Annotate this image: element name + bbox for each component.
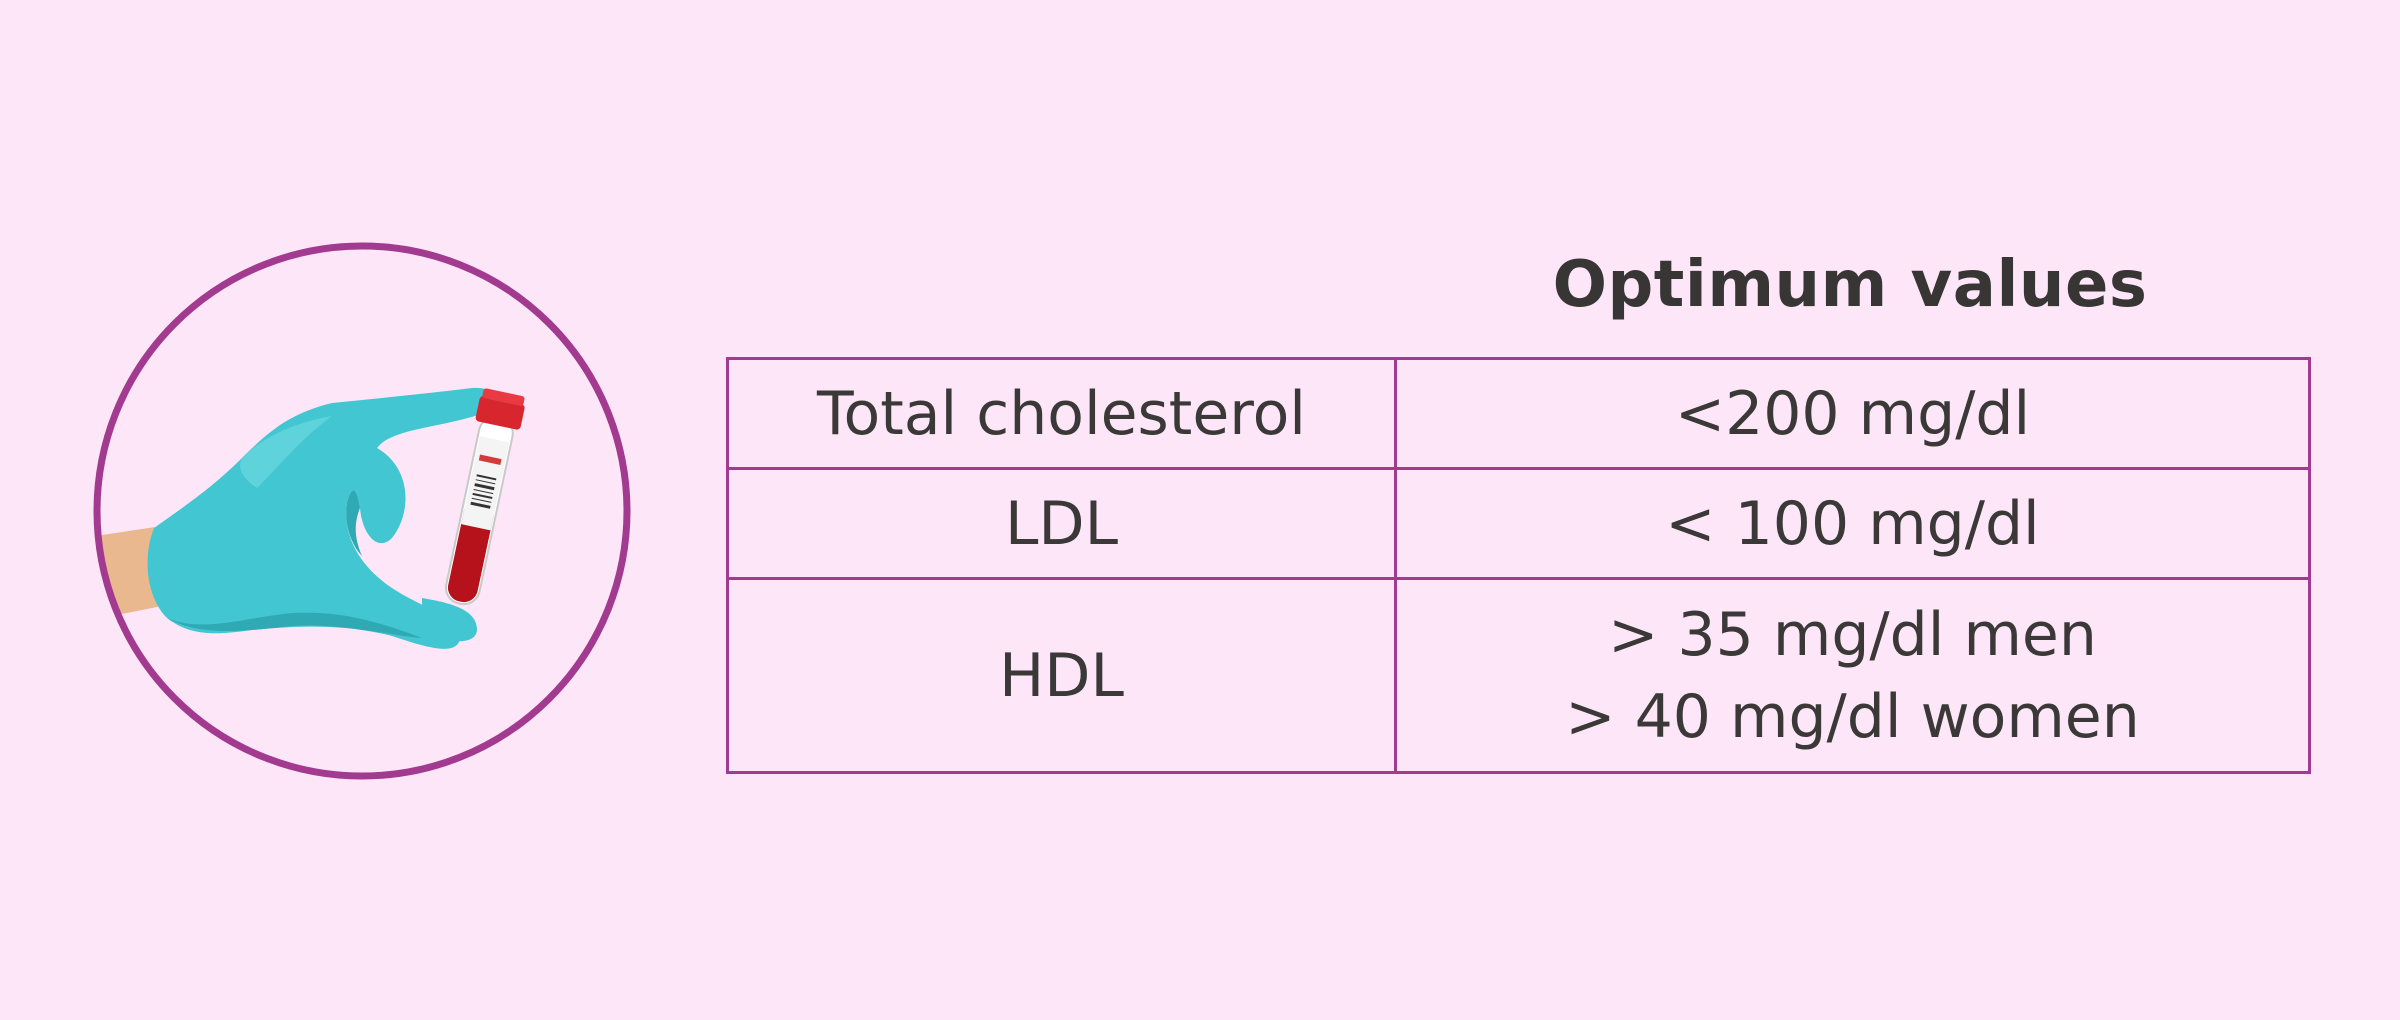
row-value-total-cholesterol: <200 mg/dl — [1394, 357, 2311, 470]
blood-test-illustration — [92, 238, 632, 784]
value-line-women: > 40 mg/dl women — [1565, 681, 2140, 752]
table-row: HDL > 35 mg/dl men > 40 mg/dl women — [726, 577, 2311, 774]
circle-border — [93, 242, 631, 780]
table-row: Total cholesterol <200 mg/dl — [726, 357, 2311, 470]
glove-highlight — [240, 416, 332, 488]
value-line: <200 mg/dl — [1674, 378, 2031, 449]
glove-fold — [346, 490, 362, 556]
gloved-hand-holding-blood-sample-tube-icon — [93, 242, 631, 780]
row-label-hdl: HDL — [726, 577, 1397, 774]
table-row: LDL < 100 mg/dl — [726, 467, 2311, 580]
row-value-hdl: > 35 mg/dl men > 40 mg/dl women — [1394, 577, 2311, 774]
value-line: < 100 mg/dl — [1665, 488, 2040, 559]
row-label-total-cholesterol: Total cholesterol — [726, 357, 1397, 470]
glove-shape — [147, 387, 497, 649]
glove-shadow — [167, 612, 422, 638]
value-line-men: > 35 mg/dl men — [1608, 599, 2097, 670]
row-label-ldl: LDL — [726, 467, 1397, 580]
glove-thumb — [422, 598, 477, 642]
row-value-ldl: < 100 mg/dl — [1394, 467, 2311, 580]
cholesterol-values-table: Total cholesterol <200 mg/dl LDL < 100 m… — [726, 357, 2311, 774]
table-title: Optimum values — [1552, 248, 2148, 322]
blood-tube — [444, 388, 525, 606]
